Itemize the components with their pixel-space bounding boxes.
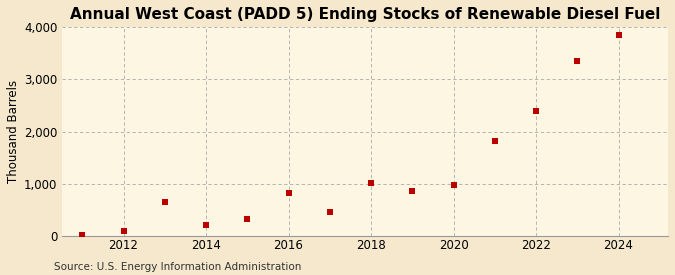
Text: Source: U.S. Energy Information Administration: Source: U.S. Energy Information Administ…	[54, 262, 301, 272]
Point	[77, 233, 88, 237]
Point	[159, 200, 170, 204]
Point	[572, 59, 583, 63]
Point	[283, 191, 294, 195]
Title: Annual West Coast (PADD 5) Ending Stocks of Renewable Diesel Fuel: Annual West Coast (PADD 5) Ending Stocks…	[70, 7, 660, 22]
Point	[200, 223, 211, 227]
Point	[242, 216, 252, 221]
Point	[531, 108, 541, 113]
Point	[489, 139, 500, 143]
Point	[407, 189, 418, 193]
Point	[118, 228, 129, 233]
Y-axis label: Thousand Barrels: Thousand Barrels	[7, 80, 20, 183]
Point	[366, 180, 377, 185]
Point	[613, 33, 624, 37]
Point	[325, 210, 335, 214]
Point	[448, 183, 459, 187]
